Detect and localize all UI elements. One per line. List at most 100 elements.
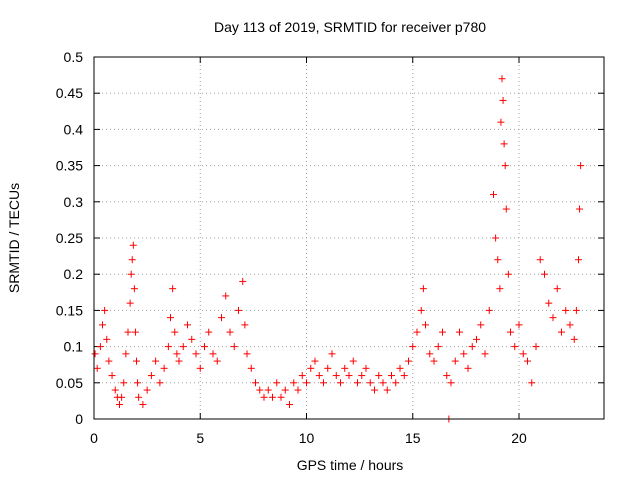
data-point <box>264 386 272 394</box>
data-point <box>209 350 217 358</box>
data-point <box>252 379 259 387</box>
data-point <box>243 350 251 358</box>
data-point <box>307 364 315 372</box>
data-point <box>290 379 298 387</box>
data-point <box>143 386 151 394</box>
data-point <box>111 386 119 394</box>
data-point <box>375 372 383 380</box>
data-point <box>108 372 116 380</box>
x-axis-label: GPS time / hours <box>297 457 404 473</box>
data-point <box>504 270 512 278</box>
data-point <box>127 270 135 278</box>
data-point <box>460 350 468 358</box>
data-point <box>558 328 565 336</box>
data-point <box>417 306 425 314</box>
data-point <box>328 350 336 358</box>
data-point <box>354 379 361 387</box>
data-point <box>507 328 514 336</box>
data-point <box>383 386 391 394</box>
data-point <box>400 372 408 380</box>
data-point <box>303 379 310 387</box>
data-point <box>341 364 349 372</box>
data-point <box>426 350 434 358</box>
data-point <box>188 335 196 343</box>
data-point <box>152 357 160 365</box>
data-point <box>230 343 238 351</box>
data-point <box>93 364 101 372</box>
data-point <box>477 321 485 329</box>
data-point <box>549 314 557 322</box>
data-point <box>419 285 427 293</box>
data-point <box>494 256 502 264</box>
data-point <box>213 357 221 365</box>
data-point <box>519 350 527 358</box>
y-tick-label: 0.2 <box>64 266 84 282</box>
data-point <box>315 372 323 380</box>
data-point <box>286 401 293 409</box>
y-tick-label: 0.4 <box>64 121 84 137</box>
data-point <box>572 306 580 314</box>
data-point <box>105 357 113 365</box>
data-point <box>128 256 136 264</box>
data-point <box>134 379 142 387</box>
data-point <box>409 343 417 351</box>
data-point <box>541 270 548 278</box>
data-point <box>388 372 395 380</box>
data-point <box>405 357 412 365</box>
data-point <box>473 335 480 343</box>
data-point <box>124 328 132 336</box>
data-point <box>532 343 540 351</box>
data-point <box>129 241 137 249</box>
data-point <box>570 335 578 343</box>
data-point <box>524 357 531 365</box>
data-point <box>96 343 104 351</box>
y-tick-label: 0.5 <box>64 49 84 65</box>
data-point <box>173 350 181 358</box>
data-point <box>499 96 507 104</box>
data-point <box>366 379 374 387</box>
data-point <box>130 285 138 293</box>
data-point <box>358 372 366 380</box>
x-tick-label: 20 <box>511 430 527 446</box>
data-point <box>235 306 242 314</box>
data-point <box>349 357 357 365</box>
data-point <box>371 386 378 394</box>
data-point <box>281 386 289 394</box>
data-point <box>536 256 544 264</box>
data-point <box>422 321 429 329</box>
y-tick-label: 0.35 <box>56 158 83 174</box>
data-point <box>562 306 570 314</box>
data-point <box>147 372 155 380</box>
data-point <box>167 314 174 322</box>
x-tick-label: 0 <box>90 430 98 446</box>
data-point <box>545 299 553 307</box>
data-point <box>122 350 130 358</box>
x-tick-label: 5 <box>196 430 204 446</box>
data-point <box>490 191 497 199</box>
data-point <box>164 343 172 351</box>
data-point <box>447 379 455 387</box>
data-point <box>553 285 561 293</box>
data-point <box>345 372 353 380</box>
data-point <box>226 328 234 336</box>
data-point <box>294 386 302 394</box>
data-point <box>116 401 123 409</box>
data-point <box>135 393 143 401</box>
data-point <box>241 321 249 329</box>
data-point <box>120 379 128 387</box>
data-point <box>133 357 140 365</box>
data-point <box>481 350 489 358</box>
data-point <box>413 328 421 336</box>
data-point <box>577 162 585 170</box>
data-point <box>332 372 340 380</box>
data-point <box>196 364 204 372</box>
data-point <box>126 299 134 307</box>
data-point <box>464 364 472 372</box>
y-tick-label: 0.1 <box>64 339 84 355</box>
data-point <box>239 277 247 285</box>
data-point <box>169 285 177 293</box>
y-tick-label: 0.25 <box>56 230 83 246</box>
data-point <box>362 364 370 372</box>
data-point <box>434 343 442 351</box>
data-point <box>256 386 264 394</box>
